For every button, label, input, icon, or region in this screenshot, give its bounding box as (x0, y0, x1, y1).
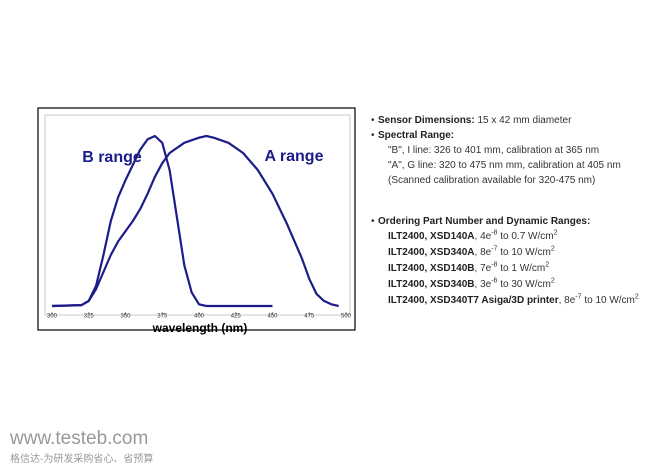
series-line (51, 134, 273, 308)
exponent: 2 (550, 245, 555, 253)
series-label: B range (82, 149, 142, 166)
ordering-item: ILT2400, XSD340A, 8e-7 to 10 W/cm2 (388, 245, 639, 261)
part-number: ILT2400, XSD340A (388, 247, 475, 258)
series-label: A range (265, 148, 324, 165)
part-number: ILT2400, XSD340B (388, 279, 475, 290)
part-number: ILT2400, XSD140A (388, 231, 475, 242)
range-text: , 4e (474, 231, 492, 242)
spec-item: • Sensor Dimensions: 15 x 42 mm diameter (371, 113, 621, 128)
range-text: to 1 W/cm (497, 263, 546, 274)
range-text: , 3e (474, 279, 492, 290)
bullet: • (371, 216, 375, 227)
exponent: -8 (491, 261, 498, 269)
exponent: 2 (553, 229, 558, 237)
spec-label: Sensor Dimensions: (378, 115, 475, 126)
series-line (51, 134, 339, 308)
ordering-item: ILT2400, XSD140A, 4e-8 to 0.7 W/cm2 (388, 229, 639, 245)
exponent: -7 (575, 293, 582, 301)
ordering-head: • Ordering Part Number and Dynamic Ranges… (371, 214, 639, 229)
ordering-list: • Ordering Part Number and Dynamic Ranges… (371, 214, 639, 309)
x-tick-label: 425 (231, 314, 242, 320)
x-tick-label: 300 (47, 314, 58, 320)
ordering-label: Ordering Part Number and Dynamic Ranges: (378, 216, 591, 227)
ordering-item: ILT2400, XSD140B, 7e-8 to 1 W/cm2 (388, 261, 639, 277)
bullet: • (371, 130, 375, 141)
range-text: , 8e (474, 247, 492, 258)
part-number: ILT2400, XSD140B (388, 263, 475, 274)
chart: 300 325 350 375 400 425 450 475 500 wavelength (n… (37, 107, 356, 335)
exponent: -8 (491, 229, 498, 237)
range-text: , 7e (474, 263, 492, 274)
range-text: to 10 W/cm (581, 295, 635, 306)
bullet: • (371, 115, 375, 126)
exponent: 2 (634, 293, 639, 301)
x-tick-label: 400 (194, 314, 205, 320)
x-tick-label: 450 (267, 314, 278, 320)
ordering-item: ILT2400, XSD340B, 3e-6 to 30 W/cm2 (388, 277, 639, 293)
x-tick-label: 350 (120, 314, 131, 320)
chart-frame (37, 107, 356, 331)
spec-line: (Scanned calibration available for 320-4… (388, 175, 596, 186)
exponent: -6 (491, 277, 498, 285)
watermark-url: www.testeb.com (10, 428, 149, 449)
x-tick-label: 475 (304, 314, 315, 320)
x-tick-label: 500 (341, 314, 352, 320)
exponent: -7 (491, 245, 498, 253)
spec-label: Spectral Range: (378, 130, 455, 141)
plot-frame (44, 114, 351, 316)
x-tick-label: 325 (84, 314, 95, 320)
exponent: 2 (550, 277, 555, 285)
watermark-slogan: 格信达-为研发采购省心、省预算 (10, 454, 154, 465)
range-text: to 30 W/cm (497, 279, 551, 290)
spec-item: • Spectral Range: (371, 128, 621, 143)
x-tick-label: 375 (157, 314, 168, 320)
spec-line: "A", G line: 320 to 475 nm mm, calibrati… (388, 160, 621, 171)
x-axis-label: wavelength (nm) (152, 321, 248, 335)
range-text: to 10 W/cm (497, 247, 551, 258)
range-text: to 0.7 W/cm (497, 231, 554, 242)
range-text: , 8e (558, 295, 576, 306)
spec-text: 15 x 42 mm diameter (474, 115, 572, 126)
exponent: 2 (545, 261, 550, 269)
ordering-item: ILT2400, XSD340T7 Asiga/3D printer, 8e-7… (388, 293, 639, 309)
spec-list: • Sensor Dimensions: 15 x 42 mm diameter •… (371, 113, 621, 188)
part-number: ILT2400, XSD340T7 Asiga/3D printer (388, 295, 559, 306)
spec-line: "B", I line: 326 to 401 mm, calibration … (388, 145, 600, 156)
